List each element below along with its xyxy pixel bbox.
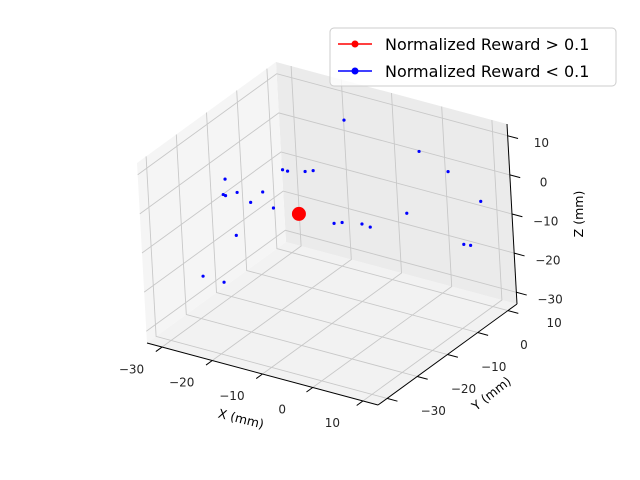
z-tick — [507, 135, 519, 140]
grid-line-y — [206, 112, 448, 355]
legend-marker-high — [351, 40, 359, 48]
tick-marks — [155, 135, 527, 406]
data-point-low-reward — [201, 274, 205, 278]
y-tick — [447, 354, 459, 358]
data-point-low-reward — [446, 170, 450, 174]
data-point-low-reward — [261, 190, 265, 194]
z-tick — [514, 252, 525, 257]
z-axis-label: Z (mm) — [571, 191, 586, 238]
y-tick-label: −20 — [451, 382, 476, 396]
z-tick — [511, 213, 523, 218]
x-tick-label: −20 — [169, 376, 194, 390]
grid-line-x — [262, 92, 402, 375]
legend-frame — [329, 27, 617, 87]
data-point-low-reward — [332, 221, 336, 225]
x-tick-label: 10 — [325, 416, 340, 430]
grid-line-x — [312, 106, 453, 388]
x-tick — [155, 346, 163, 352]
z-tick-label: −20 — [535, 254, 560, 268]
data-point-low-reward — [417, 149, 421, 154]
x-tick-label: −10 — [219, 389, 244, 403]
tick-labels: −30 −20 −10 0 10 −30 −20 −10 0 10 −30 −20 −10 0 10 — [119, 136, 563, 430]
data-point-low-reward — [234, 233, 238, 237]
legend: Normalized Reward > 0.1 Normalized Rewar… — [329, 27, 617, 87]
data-point-low-reward — [360, 222, 364, 226]
data-point-low-reward — [462, 242, 466, 246]
z-tick-label: −10 — [533, 214, 558, 228]
data-point-low-reward — [469, 243, 473, 247]
data-point-low-reward — [222, 280, 226, 284]
legend-label-high: Normalized Reward > 0.1 — [385, 35, 589, 54]
z-axis-line — [506, 123, 518, 305]
data-point-low-reward — [223, 194, 228, 198]
data-point-low-reward — [223, 177, 227, 181]
data-point-low-reward — [479, 199, 483, 203]
data-point-low-reward — [368, 225, 372, 229]
grid-line-y — [266, 68, 509, 312]
y-tick — [507, 310, 519, 314]
data-point-low-reward — [405, 211, 409, 215]
y-tick-label: 0 — [520, 338, 528, 352]
legend-label-low: Normalized Reward < 0.1 — [385, 62, 589, 81]
grid-line-y — [145, 156, 388, 399]
x-tick — [306, 387, 314, 393]
z-tick — [516, 291, 527, 296]
z-tick-label: −30 — [537, 293, 562, 307]
data-point-low-reward — [342, 118, 346, 122]
data-point-low-reward — [280, 168, 285, 172]
axes-panes — [137, 62, 517, 405]
data-point-low-reward — [285, 169, 290, 173]
grid-line-z — [139, 112, 510, 215]
data-point-low-reward — [249, 200, 253, 204]
x-tick-label: 0 — [278, 403, 286, 417]
y-tick-label: −10 — [481, 360, 506, 374]
data-point-high-reward — [291, 206, 306, 221]
grid-line-y — [236, 90, 478, 333]
grid-line-z — [146, 229, 517, 332]
x-axis-label: X (mm) — [217, 406, 266, 432]
z-tick-label: 0 — [540, 175, 548, 189]
data-point-low-reward — [235, 190, 239, 195]
y-tick-label: 10 — [546, 316, 561, 330]
data-point-low-reward — [303, 169, 307, 174]
y-tick — [386, 397, 398, 402]
y-tick-label: −30 — [421, 404, 446, 418]
x-tick — [255, 373, 263, 379]
z-tick-label: 10 — [534, 136, 549, 150]
data-point-low-reward — [340, 220, 344, 225]
data-point-low-reward — [271, 206, 276, 210]
x-tick — [356, 400, 364, 406]
legend-marker-low — [351, 67, 359, 75]
grid-line-x — [362, 119, 503, 402]
grid-line-x — [212, 79, 352, 361]
grid-line-z — [143, 190, 515, 293]
x-tick — [205, 360, 213, 366]
z-tick — [509, 174, 521, 179]
grid-lines — [137, 65, 517, 402]
grid-line-x — [161, 65, 302, 348]
grid-line-y — [175, 134, 418, 377]
data-point-low-reward — [311, 169, 315, 173]
grid-line-z — [141, 151, 513, 254]
grid-line-z — [137, 73, 508, 176]
data-points — [201, 118, 483, 284]
y-tick — [477, 332, 489, 336]
y-tick — [417, 375, 428, 380]
x-tick-label: −30 — [119, 362, 144, 376]
